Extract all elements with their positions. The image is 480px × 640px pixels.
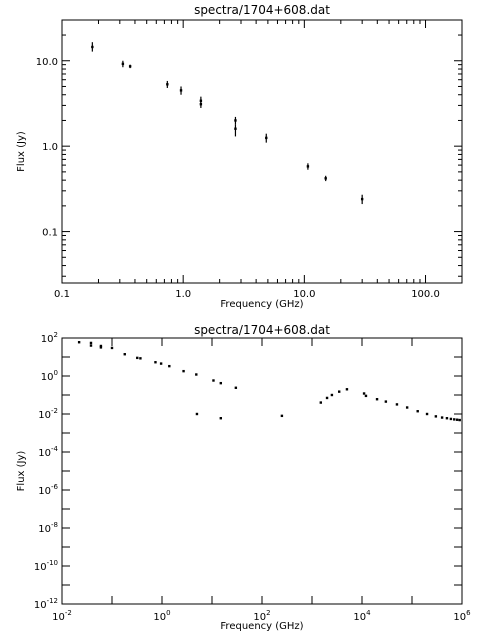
data-point	[425, 412, 429, 416]
data-point	[159, 362, 163, 365]
data-point	[345, 388, 349, 391]
y-tick-label: 10-12	[34, 597, 58, 611]
plot-frame	[61, 19, 463, 284]
data-point	[166, 83, 169, 86]
chart-title: spectra/1704+608.dat	[194, 323, 330, 337]
data-point	[128, 65, 132, 68]
data-point	[99, 346, 103, 349]
data-point	[375, 398, 379, 401]
data-point	[136, 356, 139, 360]
y-tick-label: 102	[41, 331, 58, 345]
data-point	[154, 361, 157, 364]
data-point	[324, 177, 327, 180]
data-point	[234, 127, 237, 130]
data-point	[449, 417, 453, 421]
data-point	[121, 62, 125, 66]
data-point	[434, 415, 438, 418]
x-axis-label: Frequency (GHz)	[220, 621, 303, 632]
data-point	[455, 418, 459, 421]
y-tick-label: 10-4	[38, 445, 58, 459]
data-point	[395, 403, 399, 406]
data-point	[195, 412, 199, 416]
plot-frame	[61, 337, 463, 605]
y-tick-label: 100	[41, 369, 58, 383]
x-tick-label: 10.0	[293, 289, 315, 300]
data-point	[319, 401, 323, 404]
y-axis-label: Flux (Jy)	[16, 451, 27, 492]
data-point	[364, 394, 368, 398]
data-point	[416, 410, 419, 413]
data-point	[182, 369, 185, 373]
x-tick-label: 100	[153, 609, 170, 623]
data-point	[405, 406, 409, 409]
data-point	[219, 381, 223, 385]
y-tick-label: 10-6	[38, 483, 58, 497]
data-point	[91, 45, 94, 49]
data-point	[212, 379, 215, 382]
data-point	[110, 346, 114, 350]
data-point	[360, 197, 364, 201]
y-tick-label: 10-8	[38, 521, 58, 535]
x-tick-label: 0.1	[54, 289, 70, 300]
data-point	[199, 102, 203, 106]
y-axis-label: Flux (Jy)	[16, 131, 27, 172]
y-tick-label: 10-10	[34, 559, 58, 573]
y-tick-label: 0.1	[42, 228, 58, 239]
data-point	[179, 89, 183, 92]
x-tick-label: 10-2	[52, 609, 72, 623]
data-point	[123, 353, 126, 356]
data-point	[362, 392, 366, 395]
data-point	[384, 400, 388, 403]
data-point	[168, 364, 171, 368]
data-point	[77, 341, 81, 344]
data-point	[234, 119, 237, 122]
y-tick-label: 10.0	[36, 57, 58, 68]
x-tick-label: 1.0	[175, 289, 191, 300]
data-point	[99, 344, 103, 348]
data-point	[89, 344, 93, 347]
data-point	[265, 136, 268, 140]
data-point	[458, 418, 461, 422]
data-point	[440, 416, 444, 419]
y-tick-label: 10-2	[38, 407, 58, 421]
data-point	[139, 357, 142, 360]
chart-2: spectra/1704+608.dat 10-2 100 102 104 106 102 1…	[16, 323, 471, 632]
data-point	[280, 414, 284, 418]
x-tick-label: 106	[453, 609, 471, 623]
x-tick-label: 104	[353, 609, 371, 623]
data-point	[306, 165, 310, 168]
data-point	[445, 417, 449, 420]
y-tick-label: 1.0	[42, 142, 58, 153]
chart-1: spectra/1704+608.dat 0.1 1.0 10.0 100.0 0.1 1.…	[16, 3, 463, 310]
data-point	[330, 393, 334, 397]
data-point	[325, 396, 329, 400]
data-point	[89, 341, 93, 345]
data-point	[195, 373, 198, 376]
x-tick-label: 102	[253, 609, 270, 623]
data-point	[219, 417, 223, 420]
chart-title: spectra/1704+608.dat	[194, 3, 330, 17]
data-point	[453, 418, 456, 421]
data-point	[338, 390, 341, 393]
x-axis-label: Frequency (GHz)	[220, 299, 303, 310]
x-tick-label: 100.0	[411, 289, 440, 300]
data-point	[234, 386, 238, 389]
